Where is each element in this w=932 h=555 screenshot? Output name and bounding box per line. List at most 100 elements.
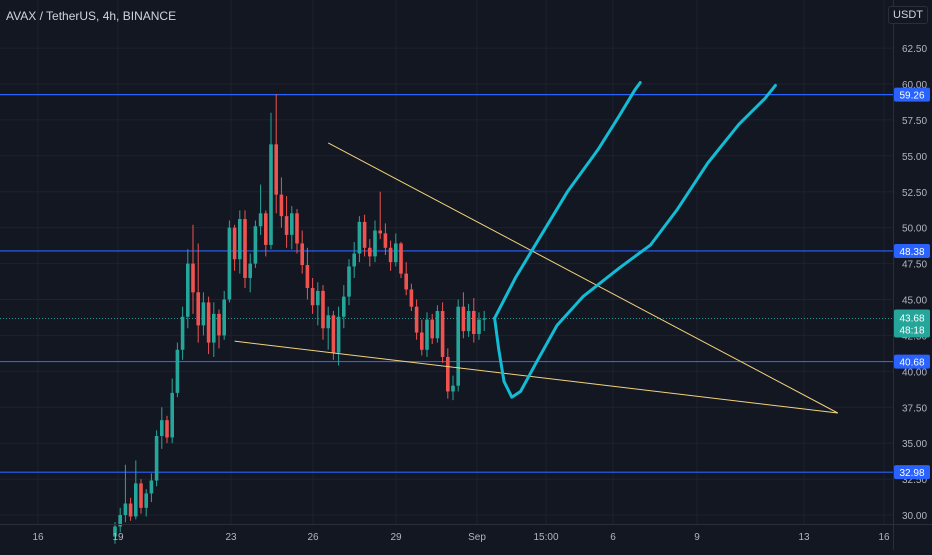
candle bbox=[217, 309, 221, 349]
candle-body bbox=[430, 319, 434, 339]
candle bbox=[451, 375, 455, 401]
candle-body bbox=[451, 385, 455, 392]
candle-body bbox=[482, 318, 486, 320]
x-tick-label: 23 bbox=[225, 532, 237, 543]
candle bbox=[352, 242, 356, 278]
candle-body bbox=[191, 263, 195, 293]
candle-body bbox=[347, 266, 351, 297]
candle bbox=[456, 299, 460, 392]
candle-body bbox=[217, 313, 221, 336]
trendlines[interactable] bbox=[234, 142, 839, 414]
candle bbox=[212, 302, 216, 357]
candle-body bbox=[212, 313, 216, 343]
candle bbox=[180, 306, 185, 360]
candle bbox=[482, 310, 486, 332]
candle bbox=[196, 243, 200, 343]
candle-body bbox=[180, 316, 185, 350]
candle-body bbox=[357, 221, 362, 254]
candle bbox=[154, 430, 159, 487]
currency-button[interactable]: USDT bbox=[888, 6, 928, 24]
candle bbox=[279, 177, 284, 228]
candle bbox=[238, 210, 242, 274]
candle bbox=[378, 191, 382, 240]
candle bbox=[118, 507, 122, 533]
y-tick-label: 32.50 bbox=[902, 475, 927, 486]
candle bbox=[477, 312, 481, 340]
candle-body bbox=[425, 319, 429, 350]
candle bbox=[435, 305, 440, 343]
candle bbox=[466, 303, 471, 337]
candle-body bbox=[300, 243, 304, 266]
candle-body bbox=[295, 213, 299, 244]
candle bbox=[134, 460, 138, 520]
candle-body bbox=[253, 226, 258, 264]
candle bbox=[362, 214, 367, 257]
candle bbox=[388, 240, 393, 271]
candle bbox=[191, 224, 195, 314]
candle-body bbox=[310, 288, 315, 306]
countdown-label: 48:18 bbox=[899, 325, 924, 336]
x-tick-label: 16 bbox=[878, 532, 890, 543]
candle bbox=[222, 290, 226, 340]
y-tick-label: 50.00 bbox=[902, 224, 927, 235]
candle bbox=[425, 312, 429, 357]
x-tick-label: 6 bbox=[610, 532, 616, 543]
level-badge-label: 59.26 bbox=[899, 91, 924, 102]
candle bbox=[394, 233, 398, 267]
candle-body bbox=[440, 310, 445, 357]
candle-body bbox=[378, 230, 382, 234]
x-tick-label: 15:00 bbox=[533, 532, 558, 543]
candle-body bbox=[227, 227, 232, 300]
candle-body bbox=[238, 219, 242, 260]
candle-body bbox=[316, 290, 320, 306]
candle-body bbox=[123, 503, 128, 515]
candle-body bbox=[258, 213, 263, 227]
candle bbox=[284, 196, 289, 248]
candle-body bbox=[206, 302, 211, 343]
y-tick-label: 52.50 bbox=[902, 188, 927, 199]
candle bbox=[186, 249, 190, 329]
candle bbox=[258, 184, 263, 235]
level-badge-label: 32.98 bbox=[899, 468, 924, 479]
candle-body bbox=[352, 253, 356, 267]
candle-body bbox=[321, 290, 325, 329]
level-badge bbox=[894, 354, 930, 369]
candle bbox=[430, 313, 434, 345]
grid bbox=[0, 0, 893, 524]
candle bbox=[461, 292, 466, 339]
candle-body bbox=[466, 310, 471, 332]
candle-body bbox=[456, 306, 460, 386]
horizontal-levels[interactable] bbox=[0, 94, 893, 473]
candle bbox=[409, 283, 414, 311]
candle bbox=[264, 210, 268, 257]
candle-body bbox=[269, 144, 273, 245]
candle-body bbox=[113, 526, 117, 537]
candle bbox=[310, 277, 315, 314]
candle-body bbox=[175, 349, 180, 393]
candle bbox=[248, 253, 252, 293]
candle bbox=[420, 319, 424, 356]
projections[interactable] bbox=[493, 81, 777, 399]
candle bbox=[399, 242, 403, 278]
candle bbox=[290, 206, 294, 250]
x-tick-label: Sep bbox=[468, 532, 486, 543]
candle-body bbox=[139, 483, 143, 508]
candle bbox=[165, 415, 169, 444]
candle bbox=[300, 230, 304, 274]
y-tick-label: 47.50 bbox=[902, 260, 927, 271]
candle-body bbox=[399, 243, 403, 274]
candle-body bbox=[446, 356, 450, 392]
candle-body bbox=[290, 213, 294, 235]
candle bbox=[232, 224, 237, 271]
projection-path-2 bbox=[493, 83, 777, 399]
trendline-upper bbox=[327, 142, 839, 414]
candle bbox=[295, 208, 299, 254]
y-tick-label: 30.00 bbox=[902, 511, 927, 522]
candles bbox=[113, 94, 486, 544]
candle-body bbox=[144, 493, 148, 508]
candle-body bbox=[305, 265, 310, 289]
